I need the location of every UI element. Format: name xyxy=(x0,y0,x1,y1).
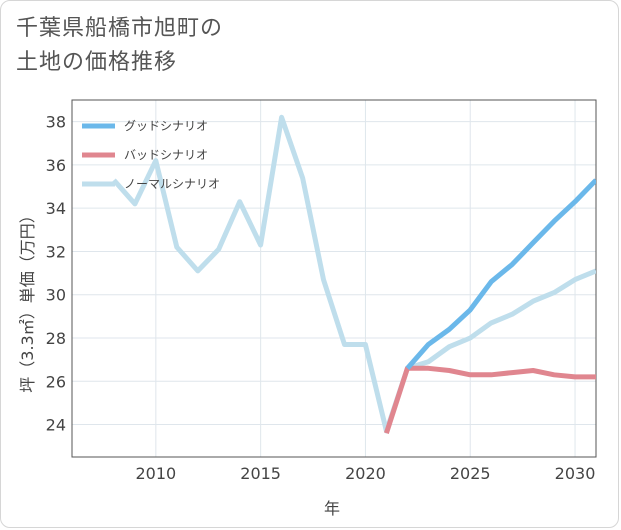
y-tick-label: 32 xyxy=(46,242,66,261)
x-axis-ticks: 2010 2015 2020 2025 2030 xyxy=(135,464,595,483)
y-tick-label: 28 xyxy=(46,329,66,348)
x-axis-title: 年 xyxy=(324,499,340,518)
series-line-good xyxy=(405,178,596,370)
y-tick-label: 34 xyxy=(46,199,66,218)
series-line-normal xyxy=(112,114,596,434)
legend-label-good: グッドシナリオ xyxy=(124,119,208,133)
series-line-bad xyxy=(384,365,596,434)
chart-title-line2: 土地の価格推移 xyxy=(16,50,178,75)
x-tick-label: 2020 xyxy=(345,464,386,483)
y-tick-label: 24 xyxy=(46,416,66,435)
x-tick-label: 2010 xyxy=(135,464,176,483)
x-tick-label: 2030 xyxy=(555,464,596,483)
chart-title: 千葉県船橋市旭町の 土地の価格推移 xyxy=(16,12,316,80)
series-lines xyxy=(112,114,596,434)
x-tick-label: 2025 xyxy=(450,464,491,483)
y-tick-label: 30 xyxy=(46,286,66,305)
y-tick-label: 38 xyxy=(46,113,66,132)
y-tick-label: 36 xyxy=(46,156,66,175)
y-axis-ticks: 24 26 28 30 32 34 36 38 xyxy=(46,113,66,435)
plot-frame xyxy=(71,99,597,458)
y-axis-title: 坪（3.3㎡）単価（万円） xyxy=(18,207,37,392)
x-tick-label: 2015 xyxy=(240,464,281,483)
y-tick-label: 26 xyxy=(46,372,66,391)
chart-title-line1: 千葉県船橋市旭町の xyxy=(16,16,224,41)
legend-label-bad: バッドシナリオ xyxy=(124,148,208,162)
legend-label-normal: ノーマルシナリオ xyxy=(124,177,220,191)
